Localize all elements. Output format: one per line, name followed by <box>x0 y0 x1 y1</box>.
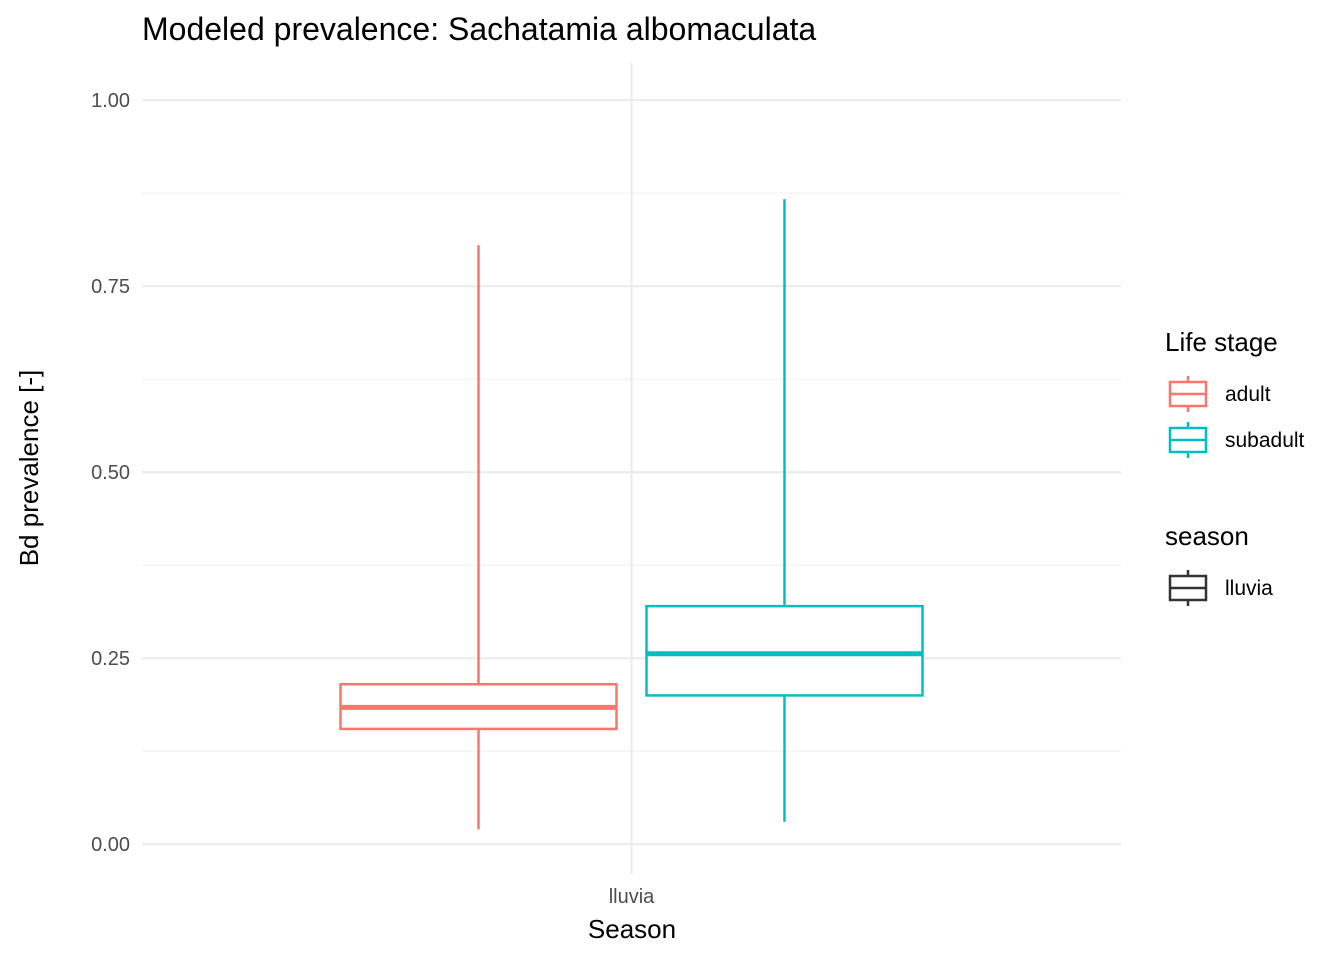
legend-label-lluvia: lluvia <box>1225 577 1273 600</box>
box-subadult <box>645 199 924 822</box>
y-tick-label: 0.00 <box>91 834 130 856</box>
legend-life-stage: Life stage adult subadult <box>1165 327 1305 458</box>
box-series <box>339 199 924 830</box>
legend-title-life-stage: Life stage <box>1165 327 1278 357</box>
legend-item-subadult: subadult <box>1168 422 1305 458</box>
legend-item-adult: adult <box>1168 376 1271 412</box>
legend-item-lluvia: lluvia <box>1168 570 1273 606</box>
y-axis-title: Bd prevalence [-] <box>14 370 44 567</box>
x-tick-label: lluvia <box>609 886 655 908</box>
x-axis-ticks: lluvia <box>609 886 655 908</box>
box-adult <box>339 245 618 830</box>
chart-title: Modeled prevalence: Sachatamia albomacul… <box>142 11 816 47</box>
legend-season: season lluvia <box>1165 521 1273 606</box>
box-body-subadult <box>645 604 924 697</box>
y-tick-label: 0.25 <box>91 648 130 670</box>
legend-label-subadult: subadult <box>1225 429 1305 452</box>
y-axis-ticks: 0.00 0.25 0.50 0.75 1.00 <box>91 90 130 856</box>
y-tick-label: 1.00 <box>91 90 130 112</box>
y-tick-label: 0.75 <box>91 276 130 298</box>
legend-label-adult: adult <box>1225 383 1271 406</box>
x-axis-title: Season <box>588 914 676 944</box>
y-tick-label: 0.50 <box>91 462 130 484</box>
legend-title-season: season <box>1165 521 1249 551</box>
